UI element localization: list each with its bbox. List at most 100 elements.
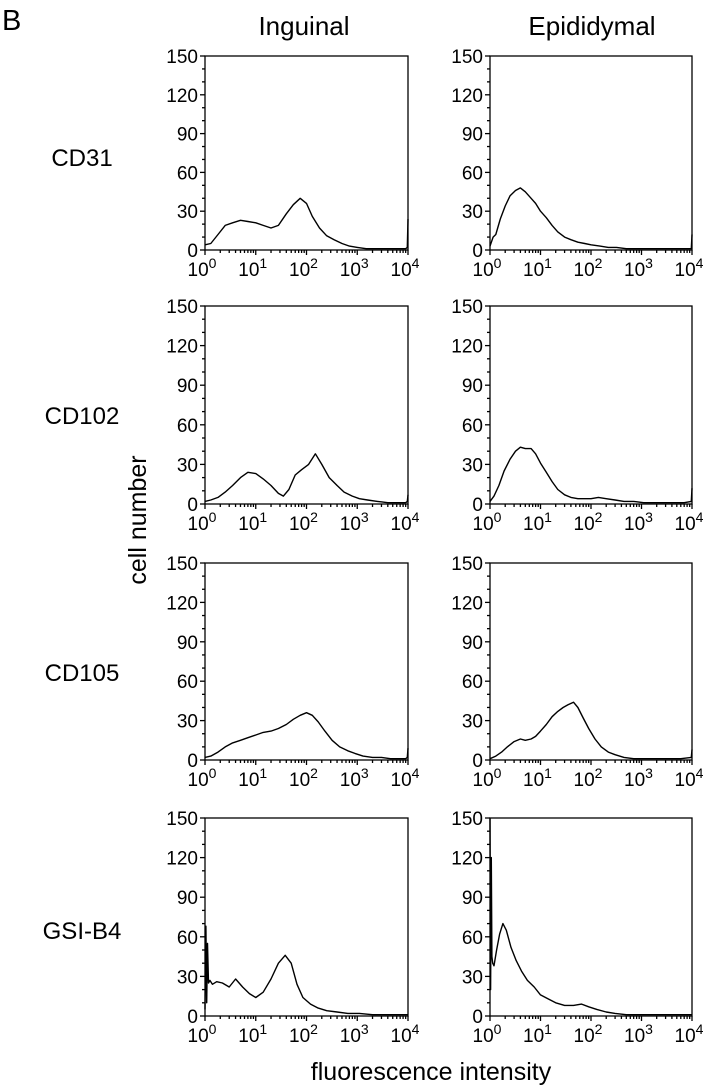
y-tick-label-cd105-epididymal-90: 90 [462, 633, 483, 654]
x-tick-label-cd105-inguinal-1: 100 [188, 765, 217, 791]
y-tick-label-cd102-inguinal-120: 120 [166, 337, 198, 358]
plot-frame-gsi-b4-epididymal [489, 817, 693, 1017]
x-tick-label-gsi-b4-epididymal-10: 101 [523, 1021, 552, 1047]
histogram-trace-cd102-inguinal [204, 453, 409, 504]
y-tick-label-cd105-epididymal-30: 30 [462, 712, 483, 733]
y-tick-label-cd31-inguinal-90: 90 [177, 125, 198, 146]
y-tick-label-cd105-inguinal-150: 150 [166, 554, 198, 575]
y-tick-label-gsi-b4-epididymal-60: 60 [462, 928, 483, 949]
y-tick-label-cd31-epididymal-120: 120 [451, 86, 483, 107]
y-tick-label-cd31-inguinal-0: 0 [187, 241, 198, 262]
x-tick-label-gsi-b4-epididymal-1: 100 [473, 1021, 502, 1047]
x-tick-label-cd102-inguinal-10: 101 [238, 509, 267, 535]
x-tick-label-cd102-inguinal-1: 100 [188, 509, 217, 535]
x-tick-label-cd105-epididymal-100: 102 [574, 765, 603, 791]
x-tick-label-cd31-epididymal-100: 102 [574, 255, 603, 281]
panel-cd31-epididymal: 0 30 60 90 120 150 100 101 102 103 104 [451, 47, 703, 281]
panel-cd102-inguinal: 0 30 60 90 120 150 100 101 102 103 104 [166, 297, 419, 535]
column-title-epididymal: Epididymal [528, 11, 655, 41]
x-tick-label-cd105-inguinal-100: 102 [289, 765, 318, 791]
y-tick-label-gsi-b4-epididymal-0: 0 [472, 1007, 483, 1028]
y-tick-label-cd31-inguinal-150: 150 [166, 47, 198, 68]
y-tick-label-cd31-inguinal-120: 120 [166, 86, 198, 107]
x-tick-label-cd102-epididymal-1000: 103 [624, 509, 653, 535]
x-tick-label-cd31-inguinal-1000: 103 [340, 255, 369, 281]
x-tick-label-cd105-inguinal-10: 101 [238, 765, 267, 791]
y-tick-label-cd102-inguinal-150: 150 [166, 297, 198, 318]
y-tick-label-gsi-b4-inguinal-150: 150 [166, 809, 198, 830]
row-label-gsi-b4: GSI-B4 [43, 918, 122, 945]
y-tick-label-cd105-inguinal-90: 90 [177, 633, 198, 654]
panel-cd105-inguinal: 0 30 60 90 120 150 100 101 102 103 104 [166, 554, 419, 791]
histogram-trace-cd31-inguinal [204, 197, 409, 250]
plot-frame-cd105-epididymal [489, 562, 693, 761]
plot-frame-cd102-inguinal [204, 305, 409, 505]
row-label-cd102: CD102 [45, 403, 120, 430]
y-tick-label-gsi-b4-inguinal-90: 90 [177, 888, 198, 909]
x-tick-label-cd105-epididymal-10: 101 [523, 765, 552, 791]
x-tick-label-cd105-inguinal-10000: 104 [391, 765, 420, 791]
y-tick-label-cd105-inguinal-60: 60 [177, 672, 198, 693]
plot-frame-cd105-inguinal [204, 562, 409, 761]
panel-gsi-b4-epididymal: 0 30 60 90 120 150 100 101 102 103 104 [451, 809, 703, 1047]
y-axis-title: cell number [124, 455, 152, 584]
y-tick-label-cd102-epididymal-90: 90 [462, 376, 483, 397]
y-tick-label-gsi-b4-inguinal-120: 120 [166, 849, 198, 870]
y-tick-label-cd105-epididymal-0: 0 [472, 751, 483, 772]
x-tick-label-cd102-epididymal-10000: 104 [675, 509, 704, 535]
histogram-panels: 0 30 60 90 120 150 100 101 102 103 104 0 30 60 90 120 15… [166, 47, 703, 1047]
x-tick-label-cd102-epididymal-100: 102 [574, 509, 603, 535]
y-tick-label-cd102-inguinal-60: 60 [177, 416, 198, 437]
x-tick-label-cd102-epididymal-1: 100 [473, 509, 502, 535]
x-axis-title: fluorescence intensity [311, 1058, 552, 1086]
y-tick-label-gsi-b4-epididymal-150: 150 [451, 809, 483, 830]
x-tick-label-cd102-epididymal-10: 101 [523, 509, 552, 535]
histogram-trace-cd102-epididymal [489, 446, 693, 504]
y-tick-label-cd105-epididymal-150: 150 [451, 554, 483, 575]
y-tick-label-cd31-epididymal-0: 0 [472, 241, 483, 262]
y-tick-label-cd102-epididymal-150: 150 [451, 297, 483, 318]
row-label-cd105: CD105 [45, 660, 120, 687]
panel-gsi-b4-inguinal: 0 30 60 90 120 150 100 101 102 103 104 [166, 809, 419, 1047]
y-tick-label-gsi-b4-inguinal-30: 30 [177, 967, 198, 988]
x-tick-label-gsi-b4-inguinal-1000: 103 [340, 1021, 369, 1047]
y-tick-label-gsi-b4-inguinal-60: 60 [177, 928, 198, 949]
panel-cd31-inguinal: 0 30 60 90 120 150 100 101 102 103 104 [166, 47, 419, 281]
y-tick-label-gsi-b4-inguinal-0: 0 [187, 1007, 198, 1028]
y-tick-label-gsi-b4-epididymal-120: 120 [451, 849, 483, 870]
row-label-cd31: CD31 [51, 145, 112, 172]
y-tick-label-cd31-epididymal-150: 150 [451, 47, 483, 68]
y-tick-label-cd31-epididymal-90: 90 [462, 125, 483, 146]
x-tick-label-gsi-b4-inguinal-100: 102 [289, 1021, 318, 1047]
y-tick-label-cd31-epididymal-60: 60 [462, 163, 483, 184]
y-tick-label-cd102-inguinal-90: 90 [177, 376, 198, 397]
x-tick-label-cd31-epididymal-1000: 103 [624, 255, 653, 281]
x-tick-label-gsi-b4-epididymal-1000: 103 [624, 1021, 653, 1047]
histogram-trace-cd105-epididymal [489, 701, 693, 760]
x-tick-label-cd102-inguinal-1000: 103 [340, 509, 369, 535]
x-tick-label-cd31-inguinal-1: 100 [188, 255, 217, 281]
x-tick-label-cd31-inguinal-100: 102 [289, 255, 318, 281]
y-tick-label-cd105-epididymal-120: 120 [451, 593, 483, 614]
y-tick-label-cd102-epididymal-30: 30 [462, 455, 483, 476]
y-tick-label-cd102-inguinal-0: 0 [187, 495, 198, 516]
y-tick-label-cd31-inguinal-60: 60 [177, 163, 198, 184]
x-tick-label-cd102-inguinal-10000: 104 [391, 509, 420, 535]
histogram-trace-gsi-b4-inguinal [204, 925, 408, 1016]
y-tick-label-cd102-epididymal-60: 60 [462, 416, 483, 437]
x-tick-label-cd31-inguinal-10000: 104 [391, 255, 420, 281]
plot-frame-cd31-inguinal [204, 55, 409, 251]
x-tick-label-cd105-epididymal-1: 100 [473, 765, 502, 791]
x-tick-label-cd102-inguinal-100: 102 [289, 509, 318, 535]
y-tick-label-cd31-inguinal-30: 30 [177, 202, 198, 223]
y-tick-label-cd102-epididymal-0: 0 [472, 495, 483, 516]
plot-frame-cd31-epididymal [489, 55, 693, 251]
x-tick-label-gsi-b4-epididymal-10000: 104 [675, 1021, 704, 1047]
y-tick-label-cd102-epididymal-120: 120 [451, 337, 483, 358]
y-tick-label-cd105-epididymal-60: 60 [462, 672, 483, 693]
plot-frame-gsi-b4-inguinal [204, 817, 409, 1017]
histogram-trace-cd105-inguinal [204, 712, 409, 760]
x-tick-label-gsi-b4-epididymal-100: 102 [574, 1021, 603, 1047]
x-tick-label-cd31-inguinal-10: 101 [238, 255, 267, 281]
